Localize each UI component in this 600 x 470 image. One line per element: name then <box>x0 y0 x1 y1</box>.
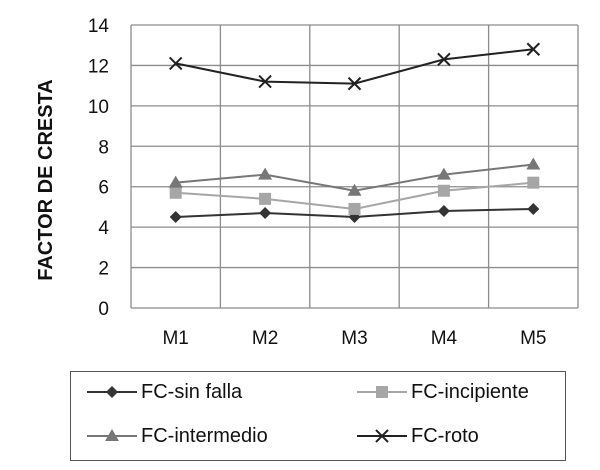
legend-swatch-sin-falla <box>87 386 137 398</box>
data-point-fc-roto <box>526 42 541 56</box>
y-axis-title: FACTOR DE CRESTA <box>35 79 57 281</box>
data-point-fc-intermedio <box>168 175 183 188</box>
data-point-fc-sin-falla <box>169 211 182 224</box>
data-point-fc-intermedio <box>347 183 362 196</box>
x-tick-label: M2 <box>252 328 278 349</box>
y-tick-label: 0 <box>98 299 109 320</box>
series-markers <box>168 42 541 224</box>
y-tick-label: 8 <box>98 137 109 158</box>
legend-item-intermedio: FC-intermedio <box>85 421 268 451</box>
x-axis-ticks: M1 M2 M3 M4 M5 <box>162 328 546 349</box>
y-tick-label: 12 <box>88 56 109 77</box>
x-tick-label: M1 <box>162 328 188 349</box>
legend-item-sin-falla: FC-sin falla <box>85 377 242 407</box>
data-point-fc-sin-falla <box>527 202 540 215</box>
legend-label-sin-falla: FC-sin falla <box>141 380 243 403</box>
data-point-fc-intermedio <box>258 167 273 180</box>
y-tick-label: 10 <box>88 97 109 118</box>
x-tick-label: M4 <box>431 328 458 349</box>
y-tick-label: 6 <box>98 178 109 199</box>
data-point-fc-roto <box>437 52 451 67</box>
x-tick-label: M5 <box>520 328 546 349</box>
data-point-fc-roto <box>258 74 272 89</box>
data-point-fc-roto <box>168 56 183 71</box>
data-point-fc-sin-falla <box>437 204 450 217</box>
line-chart: 0 2 4 6 8 10 12 14 M1 M2 M3 M4 M5 FACTOR DE CRESTA <box>35 16 579 349</box>
data-point-fc-intermedio <box>526 157 541 170</box>
data-point-fc-intermedio <box>436 167 451 180</box>
legend-swatch-incipiente <box>357 386 407 398</box>
legend-marker <box>105 429 119 441</box>
legend-item-incipiente: FC-incipiente <box>355 377 529 407</box>
data-point-fc-incipiente <box>437 184 450 197</box>
legend-item-roto: FC-roto <box>355 421 479 451</box>
legend-marker <box>376 386 388 398</box>
legend-swatch-intermedio <box>87 429 137 441</box>
data-point-fc-incipiente <box>259 192 272 205</box>
legend-label-roto: FC-roto <box>411 424 479 447</box>
legend-marker <box>106 386 118 398</box>
legend-label-incipiente: FC-incipiente <box>411 380 529 403</box>
data-point-fc-roto <box>347 76 362 91</box>
y-tick-label: 2 <box>98 259 109 280</box>
legend-marker <box>375 429 389 443</box>
series-line-fc-roto <box>175 48 534 85</box>
data-point-fc-sin-falla <box>259 206 272 219</box>
data-point-fc-incipiente <box>169 186 182 199</box>
data-point-fc-incipiente <box>348 202 361 215</box>
legend-label-intermedio: FC-intermedio <box>141 424 268 447</box>
x-tick-label: M3 <box>341 328 367 349</box>
data-point-fc-incipiente <box>527 176 540 189</box>
y-tick-label: 4 <box>98 218 109 239</box>
legend-swatch-roto <box>357 429 407 443</box>
y-axis-ticks: 0 2 4 6 8 10 12 14 <box>88 16 110 320</box>
y-tick-label: 14 <box>88 16 110 37</box>
legend: FC-sin falla FC-incipiente FC-intermedio… <box>70 371 566 461</box>
